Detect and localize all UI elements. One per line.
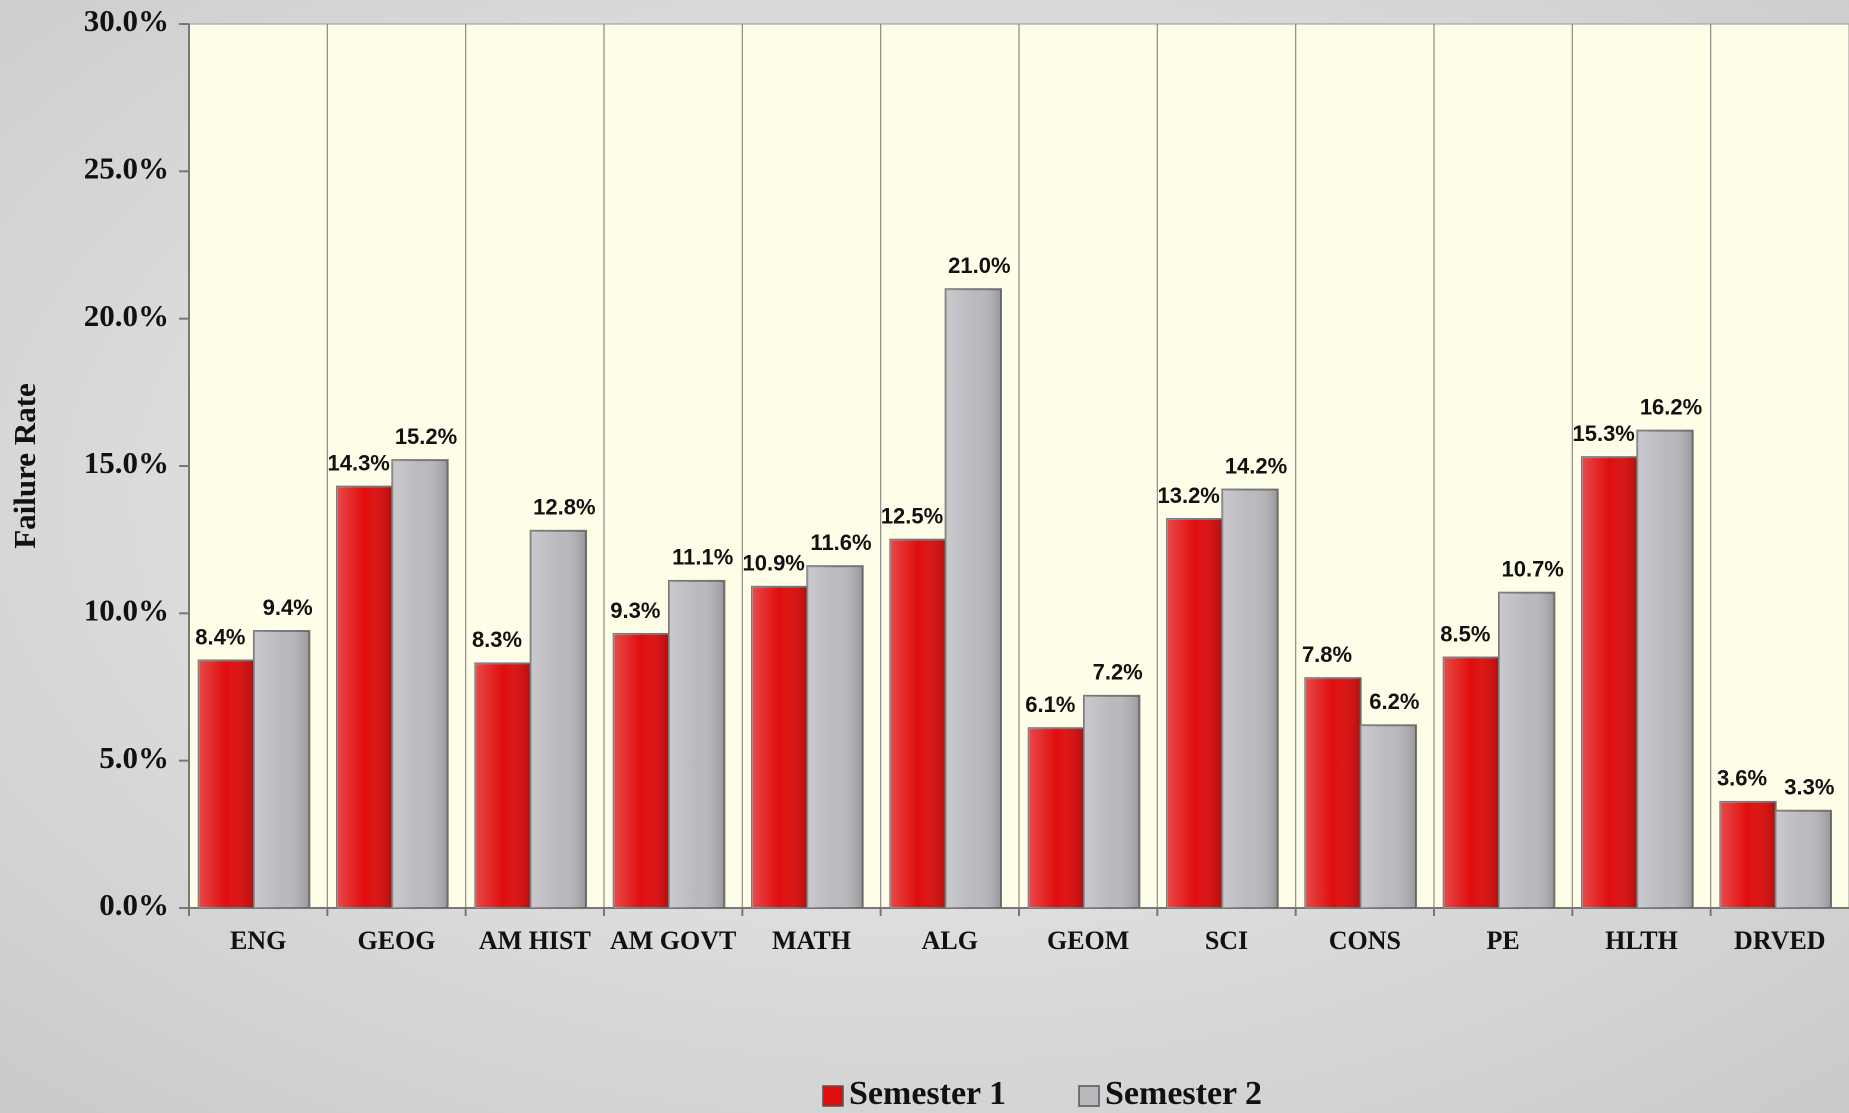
bar [1442,656,1501,909]
data-label: 11.6% [810,530,871,555]
bar [806,565,864,909]
bar [944,288,1003,909]
data-label: 10.7% [1501,557,1563,582]
legend-swatch [822,1085,844,1107]
bar [1304,677,1362,909]
data-label: 13.2% [1157,483,1219,508]
bar [529,529,588,909]
bar [1359,724,1418,909]
x-tick-label: SCI [1205,926,1248,955]
data-label: 10.9% [742,551,804,576]
data-label: 3.6% [1717,766,1767,791]
bar [336,485,394,909]
x-tick-label: ALG [922,926,978,955]
data-label: 12.5% [881,503,943,528]
bar [612,632,671,910]
y-tick-label: 15.0% [84,445,169,480]
data-label: 8.4% [195,624,245,649]
bar [1774,809,1833,910]
y-tick-label: 20.0% [84,298,169,333]
data-label: 7.2% [1093,660,1143,685]
data-label: 11.1% [672,545,733,570]
legend-label: Semester 1 [849,1075,1006,1112]
data-label: 15.2% [395,424,457,449]
x-tick-label: CONS [1329,926,1401,955]
data-label: 15.3% [1572,421,1634,446]
data-label: 9.3% [610,598,660,623]
x-tick-label: AM HIST [479,926,591,955]
legend-label: Semester 2 [1105,1075,1262,1112]
data-label: 6.1% [1025,692,1075,717]
data-label: 7.8% [1302,642,1352,667]
y-tick-label: 0.0% [99,887,169,922]
bar [253,630,311,909]
data-label: 8.5% [1440,621,1490,646]
legend-swatch [1078,1085,1100,1107]
bar [1498,591,1556,909]
y-tick-label: 10.0% [84,592,169,627]
bar [1636,429,1694,909]
x-tick-label: GEOM [1047,926,1129,955]
bar [1581,456,1639,909]
bar [197,659,256,909]
data-label: 14.3% [327,450,389,475]
y-tick-label: 5.0% [99,740,169,775]
x-tick-label: ENG [230,926,286,955]
bar [1027,727,1086,910]
y-tick-label: 25.0% [84,150,169,185]
x-tick-label: MATH [772,926,851,955]
bar [751,585,809,910]
y-tick-label: 30.0% [84,3,169,38]
data-label: 21.0% [948,253,1010,278]
data-label: 12.8% [533,495,595,520]
data-label: 6.2% [1369,689,1419,714]
bar [1166,518,1224,909]
data-label: 3.3% [1784,775,1834,800]
data-label: 14.2% [1225,453,1287,478]
x-tick-label: DRVED [1734,926,1826,955]
bar [391,459,449,909]
data-label: 9.4% [263,595,313,620]
data-label: 16.2% [1640,394,1702,419]
x-tick-label: HLTH [1605,926,1678,955]
bar [1221,488,1279,909]
x-tick-label: AM GOVT [610,926,736,955]
y-axis-label: Failure Rate [7,383,42,549]
bar [1083,694,1141,910]
x-tick-label: PE [1487,926,1520,955]
x-tick-label: GEOG [357,926,435,955]
bar [1719,800,1777,909]
bar [474,662,532,910]
data-label: 8.3% [472,627,522,652]
bar [668,579,726,909]
bar [889,538,947,910]
